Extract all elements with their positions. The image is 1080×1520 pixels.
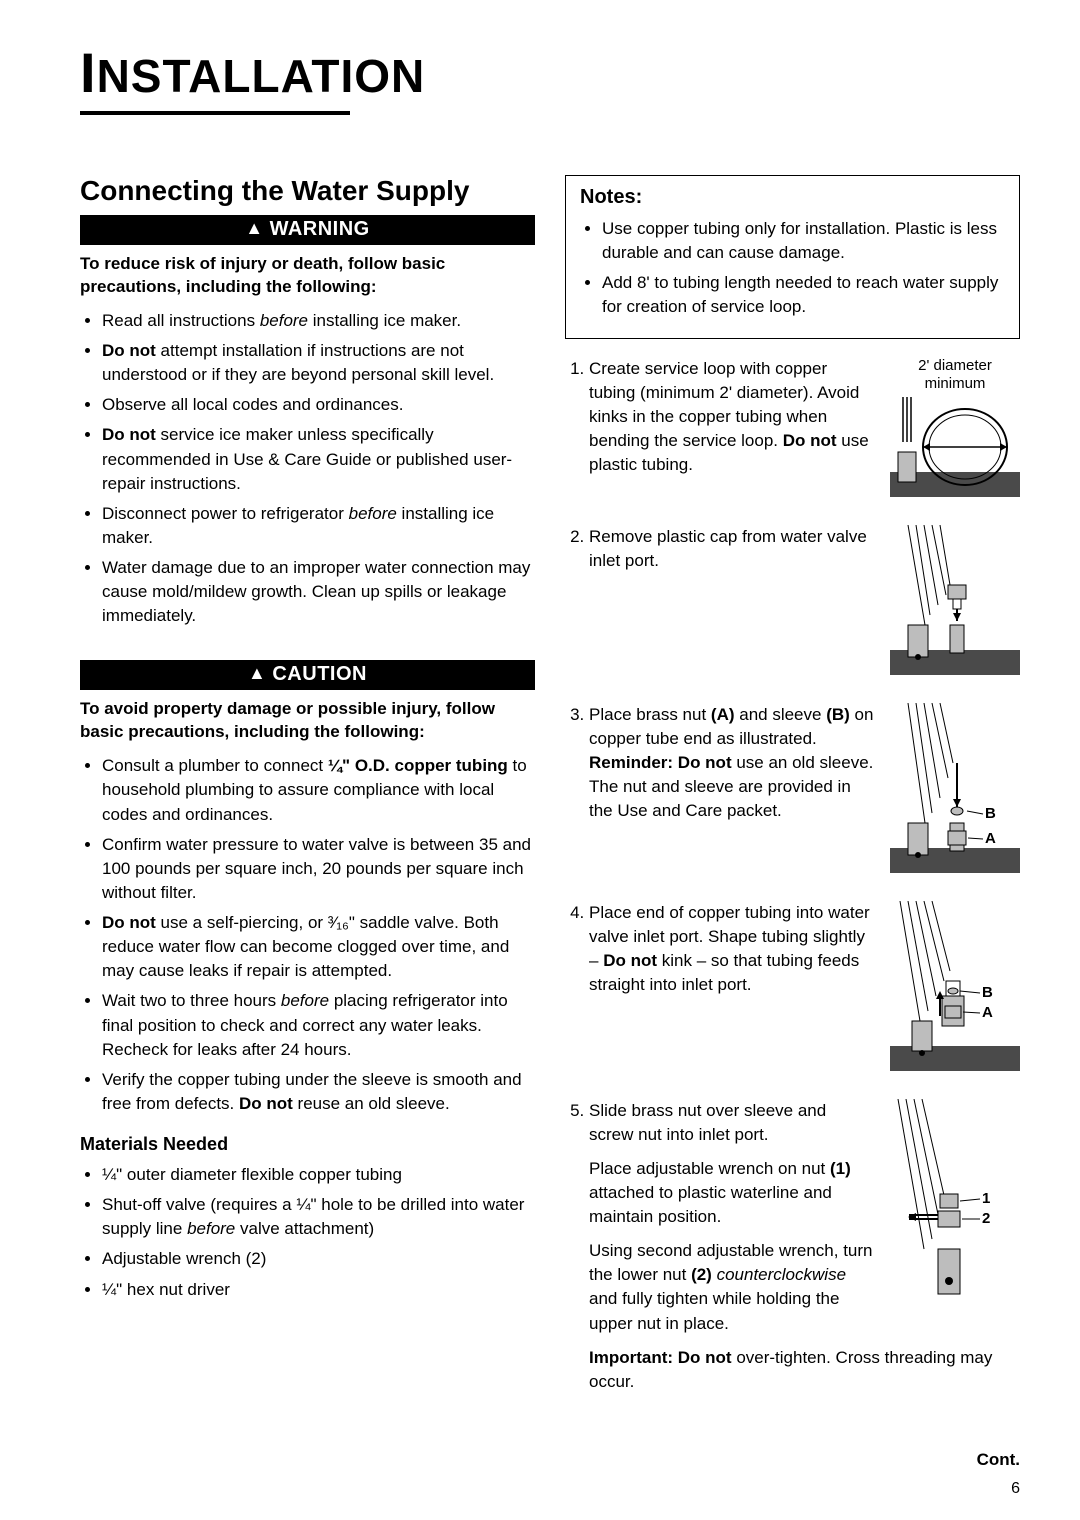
list-item: Disconnect power to refrigerator before … — [102, 502, 535, 550]
caution-lead: To avoid property damage or possible inj… — [80, 698, 535, 744]
list-item: Confirm water pressure to water valve is… — [102, 833, 535, 905]
step-item: Place end of copper tubing into water va… — [589, 901, 1020, 1071]
label-b: B — [985, 805, 996, 822]
title-rule — [80, 111, 350, 115]
section-heading: Connecting the Water Supply — [80, 175, 535, 207]
label-a: A — [985, 830, 996, 847]
list-item: Adjustable wrench (2) — [102, 1247, 535, 1271]
materials-list: ¼" outer diameter flexible copper tubing… — [80, 1163, 535, 1302]
list-item: Do not use a self-piercing, or ³⁄₁₆" sad… — [102, 911, 535, 983]
caution-icon: ▲ — [248, 663, 266, 684]
list-item: Add 8' to tubing length needed to reach … — [602, 271, 1005, 319]
materials-heading: Materials Needed — [80, 1134, 535, 1155]
warning-list: Read all instructions before installing … — [80, 309, 535, 629]
step4-figure: B A — [890, 901, 1020, 1071]
list-item: Do not service ice maker unless specific… — [102, 423, 535, 495]
list-item: Observe all local codes and ordinances. — [102, 393, 535, 417]
caution-list: Consult a plumber to connect ¼" O.D. cop… — [80, 754, 535, 1116]
step-text: Slide brass nut over sleeve and screw nu… — [589, 1099, 874, 1336]
list-item: Consult a plumber to connect ¼" O.D. cop… — [102, 754, 535, 826]
list-item: Use copper tubing only for installation.… — [602, 217, 1005, 265]
label-a: A — [982, 1004, 993, 1021]
warning-bar: ▲WARNING — [80, 215, 535, 245]
step-item: Remove plastic cap from water valve inle… — [589, 525, 1020, 675]
step3-figure: B A — [890, 703, 1020, 873]
warning-icon: ▲ — [245, 218, 263, 239]
continued-label: Cont. — [977, 1450, 1020, 1470]
notes-title: Notes: — [580, 186, 1005, 209]
figure-caption: 2' diameter minimum — [890, 357, 1020, 393]
left-column: Connecting the Water Supply ▲WARNING To … — [80, 175, 535, 1422]
notes-box: Notes: Use copper tubing only for instal… — [565, 175, 1020, 339]
list-item: ¼" outer diameter flexible copper tubing — [102, 1163, 535, 1187]
page-number: 6 — [1011, 1480, 1020, 1498]
step-text: Place brass nut (A) and sleeve (B) on co… — [589, 703, 874, 824]
warning-lead: To reduce risk of injury or death, follo… — [80, 253, 535, 299]
step-text: Remove plastic cap from water valve inle… — [589, 525, 874, 573]
list-item: Verify the copper tubing under the sleev… — [102, 1068, 535, 1116]
step-item: Slide brass nut over sleeve and screw nu… — [589, 1099, 1020, 1394]
list-item: Water damage due to an improper water co… — [102, 556, 535, 628]
page-title: INSTALLATION — [80, 40, 1020, 105]
step2-figure — [890, 525, 1020, 675]
step-important: Important: Do not over-tighten. Cross th… — [589, 1346, 1020, 1394]
list-item: ¼" hex nut driver — [102, 1278, 535, 1302]
right-column: Notes: Use copper tubing only for instal… — [565, 175, 1020, 1422]
list-item: Read all instructions before installing … — [102, 309, 535, 333]
step-item: Place brass nut (A) and sleeve (B) on co… — [589, 703, 1020, 873]
list-item: Shut-off valve (requires a ¼" hole to be… — [102, 1193, 535, 1241]
notes-list: Use copper tubing only for installation.… — [580, 217, 1005, 320]
steps-list: Create service loop with copper tubing (… — [565, 357, 1020, 1394]
list-item: Do not attempt installation if instructi… — [102, 339, 535, 387]
label-2: 2 — [982, 1210, 990, 1227]
step-item: Create service loop with copper tubing (… — [589, 357, 1020, 497]
step1-figure: 2' diameter minimum — [890, 357, 1020, 497]
label-1: 1 — [982, 1190, 990, 1207]
label-b: B — [982, 984, 993, 1001]
step5-figure: 1 2 — [890, 1099, 1020, 1299]
caution-bar: ▲CAUTION — [80, 660, 535, 690]
list-item: Wait two to three hours before placing r… — [102, 989, 535, 1061]
step-text: Place end of copper tubing into water va… — [589, 901, 874, 998]
step-text: Create service loop with copper tubing (… — [589, 357, 874, 478]
